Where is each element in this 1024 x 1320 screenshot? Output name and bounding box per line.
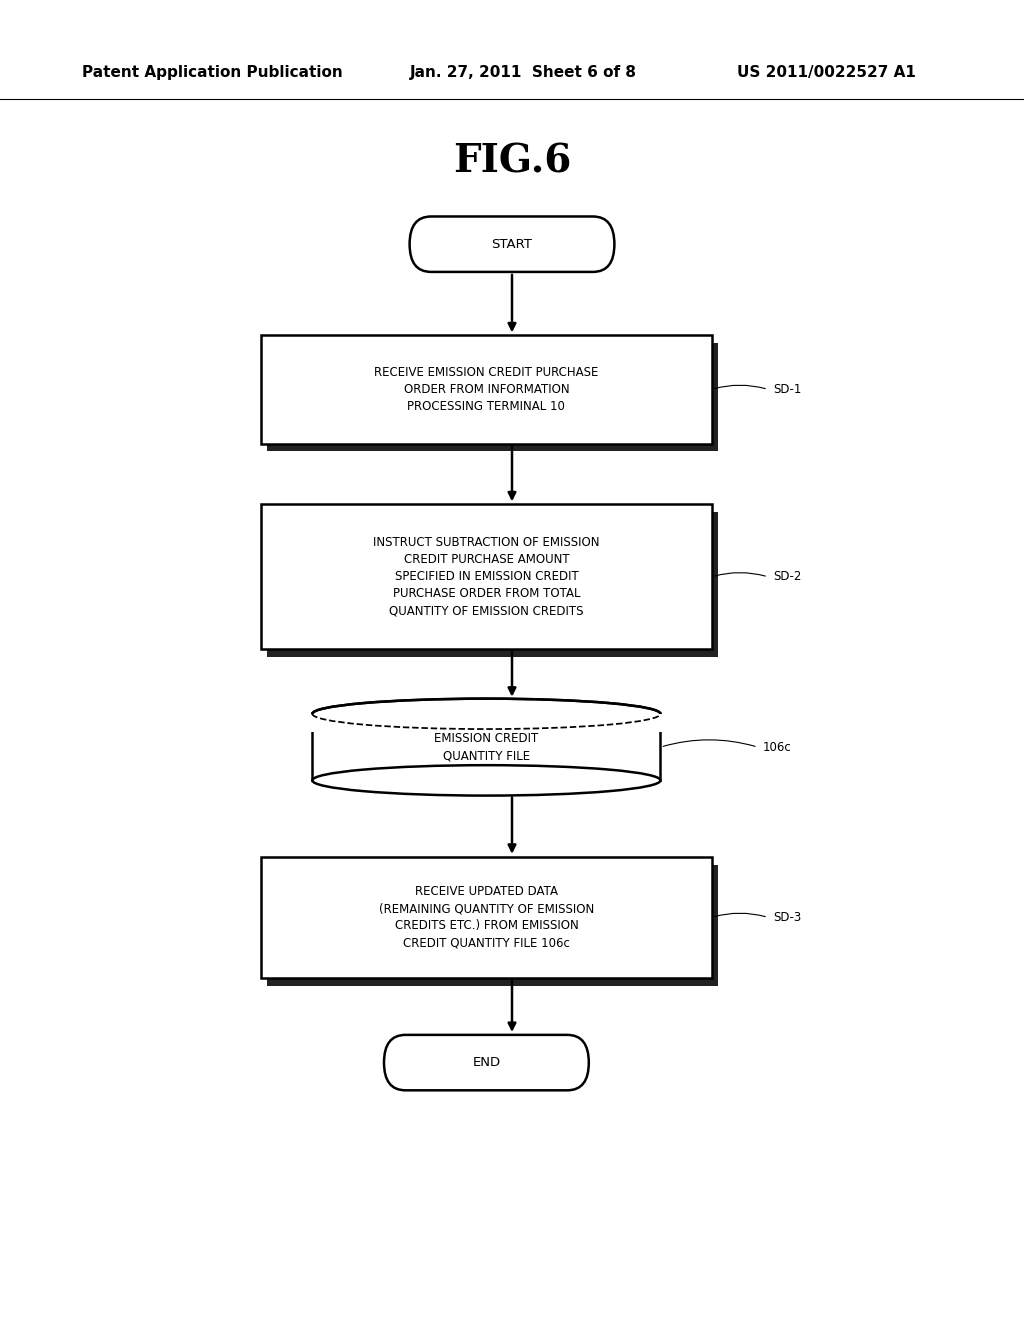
Text: RECEIVE EMISSION CREDIT PURCHASE
ORDER FROM INFORMATION
PROCESSING TERMINAL 10: RECEIVE EMISSION CREDIT PURCHASE ORDER F… [374,366,599,413]
Text: US 2011/0022527 A1: US 2011/0022527 A1 [737,65,916,81]
Ellipse shape [312,766,660,796]
Text: INSTRUCT SUBTRACTION OF EMISSION
CREDIT PURCHASE AMOUNT
SPECIFIED IN EMISSION CR: INSTRUCT SUBTRACTION OF EMISSION CREDIT … [373,536,600,618]
Text: SD-1: SD-1 [773,383,802,396]
Text: EMISSION CREDIT
QUANTITY FILE: EMISSION CREDIT QUANTITY FILE [434,733,539,762]
Bar [302,714,671,731]
Text: 106c: 106c [763,741,792,754]
Text: Patent Application Publication: Patent Application Publication [82,65,343,81]
FancyBboxPatch shape [384,1035,589,1090]
Bar [267,343,718,451]
Text: START: START [492,238,532,251]
Text: Jan. 27, 2011  Sheet 6 of 8: Jan. 27, 2011 Sheet 6 of 8 [410,65,637,81]
Text: FIG.6: FIG.6 [453,143,571,180]
Bar [261,504,712,649]
Text: RECEIVE UPDATED DATA
(REMAINING QUANTITY OF EMISSION
CREDITS ETC.) FROM EMISSION: RECEIVE UPDATED DATA (REMAINING QUANTITY… [379,886,594,949]
Bar [267,865,718,986]
Bar [261,335,712,444]
Text: END: END [472,1056,501,1069]
Bar [261,857,712,978]
FancyBboxPatch shape [410,216,614,272]
Text: SD-2: SD-2 [773,570,802,583]
Text: SD-3: SD-3 [773,911,802,924]
Bar [267,512,718,657]
Ellipse shape [312,698,660,729]
